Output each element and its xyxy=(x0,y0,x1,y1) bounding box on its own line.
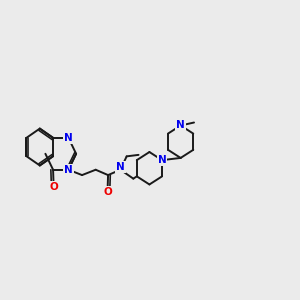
Text: O: O xyxy=(49,182,58,192)
Text: N: N xyxy=(158,155,167,165)
Text: N: N xyxy=(176,121,185,130)
Text: O: O xyxy=(103,187,112,197)
Text: N: N xyxy=(116,162,125,172)
Text: N: N xyxy=(64,133,73,143)
Text: N: N xyxy=(64,165,73,175)
